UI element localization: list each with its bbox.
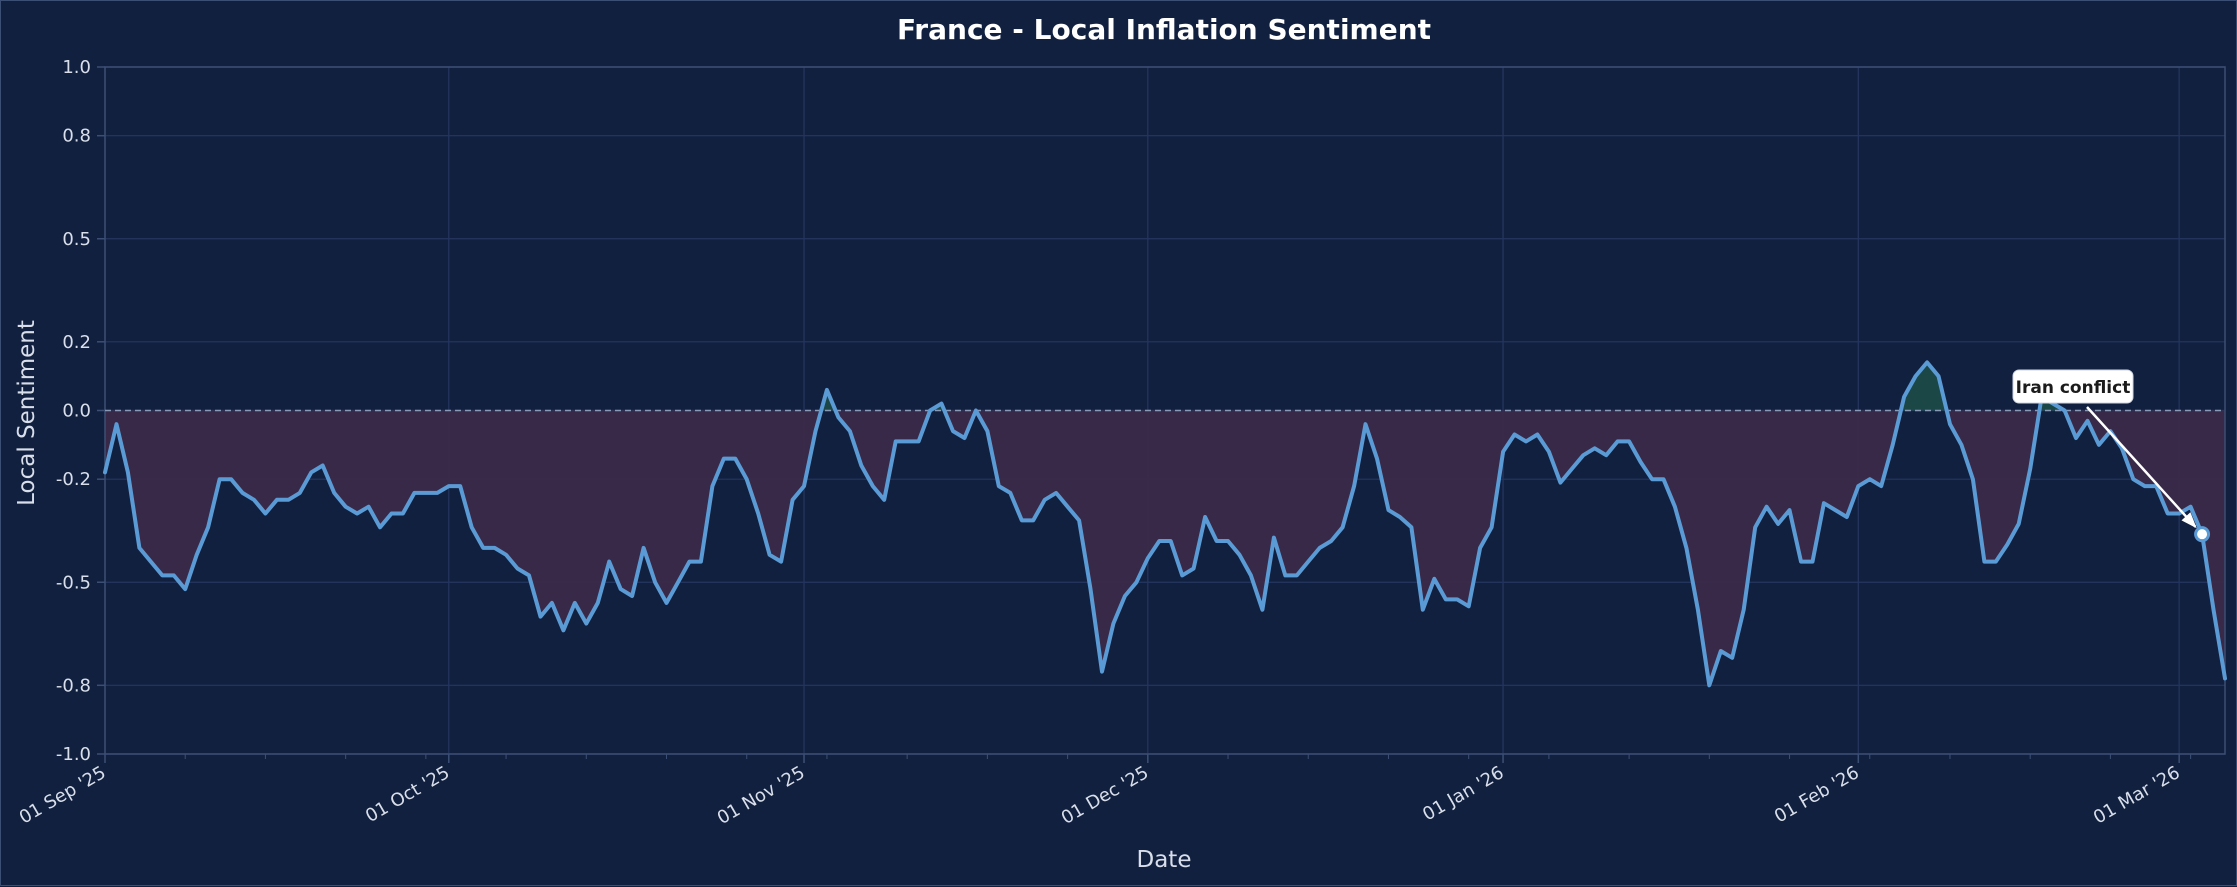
negative-area <box>835 410 931 500</box>
negative-area <box>105 410 822 631</box>
area-fill <box>105 362 2225 686</box>
y-tick-label: 0.5 <box>62 229 91 250</box>
y-tick-label: 1.0 <box>62 57 91 78</box>
negative-area <box>2064 410 2225 679</box>
y-tick-label: -0.5 <box>56 572 91 593</box>
x-tick-label: 01 Sep '25 <box>16 762 110 828</box>
y-tick-label: -1.0 <box>56 744 91 765</box>
x-tick-label: 01 Feb '26 <box>1771 762 1863 827</box>
annotation-box <box>2012 369 2134 404</box>
annotation-arrowhead <box>2181 512 2197 529</box>
annotation-label: Iran conflict <box>2016 378 2131 398</box>
chart-title: France - Local Inflation Sentiment <box>897 13 1431 46</box>
series-line-layer <box>103 360 2227 688</box>
y-tick-label: -0.8 <box>56 675 91 696</box>
negative-area <box>1946 410 2040 562</box>
y-tick-label: -0.2 <box>56 469 91 490</box>
x-tick-label: 01 Nov '25 <box>714 762 809 829</box>
y-axis-title: Local Sentiment <box>14 320 40 506</box>
x-tick-label: 01 Jan '26 <box>1419 762 1507 825</box>
annotation-marker <box>2194 526 2211 543</box>
y-tick-label: 0.0 <box>62 401 91 422</box>
y-tick-label: 0.2 <box>62 332 91 353</box>
series-line <box>103 360 2227 688</box>
negative-area <box>975 410 1901 686</box>
x-tick-label: 01 Dec '25 <box>1058 762 1153 829</box>
negative-area <box>944 410 976 438</box>
annotation-arrow <box>2086 406 2197 528</box>
y-tick-label: 0.8 <box>62 126 91 147</box>
x-axis-title: Date <box>1137 847 1192 873</box>
x-tick-label: 01 Oct '25 <box>362 762 453 827</box>
annotation-layer: Iran conflict <box>2012 369 2211 543</box>
x-tick-label: 01 Mar '26 <box>2090 762 2184 828</box>
